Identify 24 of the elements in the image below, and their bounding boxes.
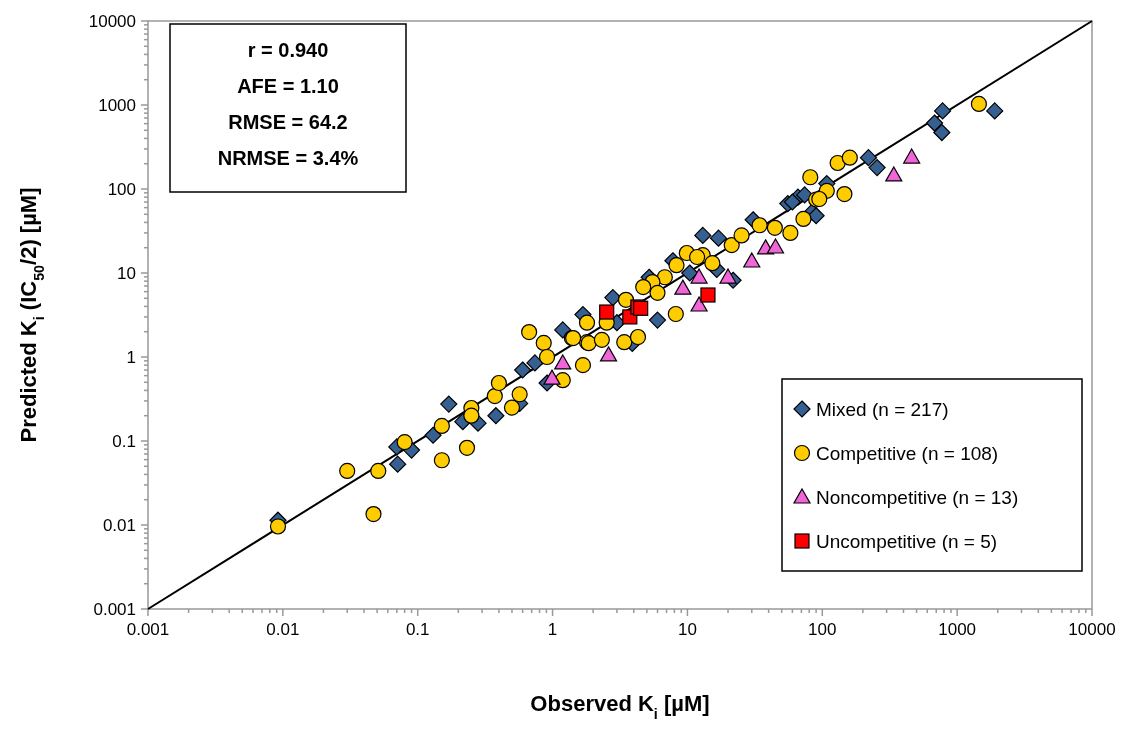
x-tick-label: 0.01	[266, 620, 300, 639]
legend-label: Competitive (n = 108)	[816, 443, 999, 464]
y-tick-label: 1000	[98, 96, 136, 115]
y-tick-label: 0.001	[93, 600, 136, 619]
y-tick-label: 0.1	[112, 432, 136, 451]
y-tick-label: 1	[126, 348, 136, 367]
x-tick-label: 1000	[938, 620, 977, 639]
annotation: RMSE = 64.2	[228, 111, 348, 133]
annotation: r = 0.940	[247, 39, 329, 61]
y-tick-label: 10000	[88, 12, 136, 31]
x-tick-label: 0.1	[405, 620, 430, 639]
y-tick-label: 100	[107, 180, 136, 199]
legend-label: Uncompetitive (n = 5)	[816, 531, 998, 552]
legend-label: Noncompetitive (n = 13)	[816, 487, 1019, 508]
annotation: NRMSE = 3.4%	[217, 147, 359, 169]
y-tick-label: 10	[117, 264, 136, 283]
x-tick-label: 10000	[1068, 620, 1116, 639]
x-tick-label: 10	[677, 620, 697, 639]
legend-label: Mixed (n = 217)	[816, 399, 949, 420]
annotation: AFE = 1.10	[237, 75, 339, 97]
x-tick-label: 1	[547, 620, 558, 639]
y-tick-label: 0.01	[102, 516, 136, 535]
x-tick-label: 100	[808, 620, 837, 639]
x-axis-title: Observed K$_{i}$ [µM]	[530, 691, 710, 722]
